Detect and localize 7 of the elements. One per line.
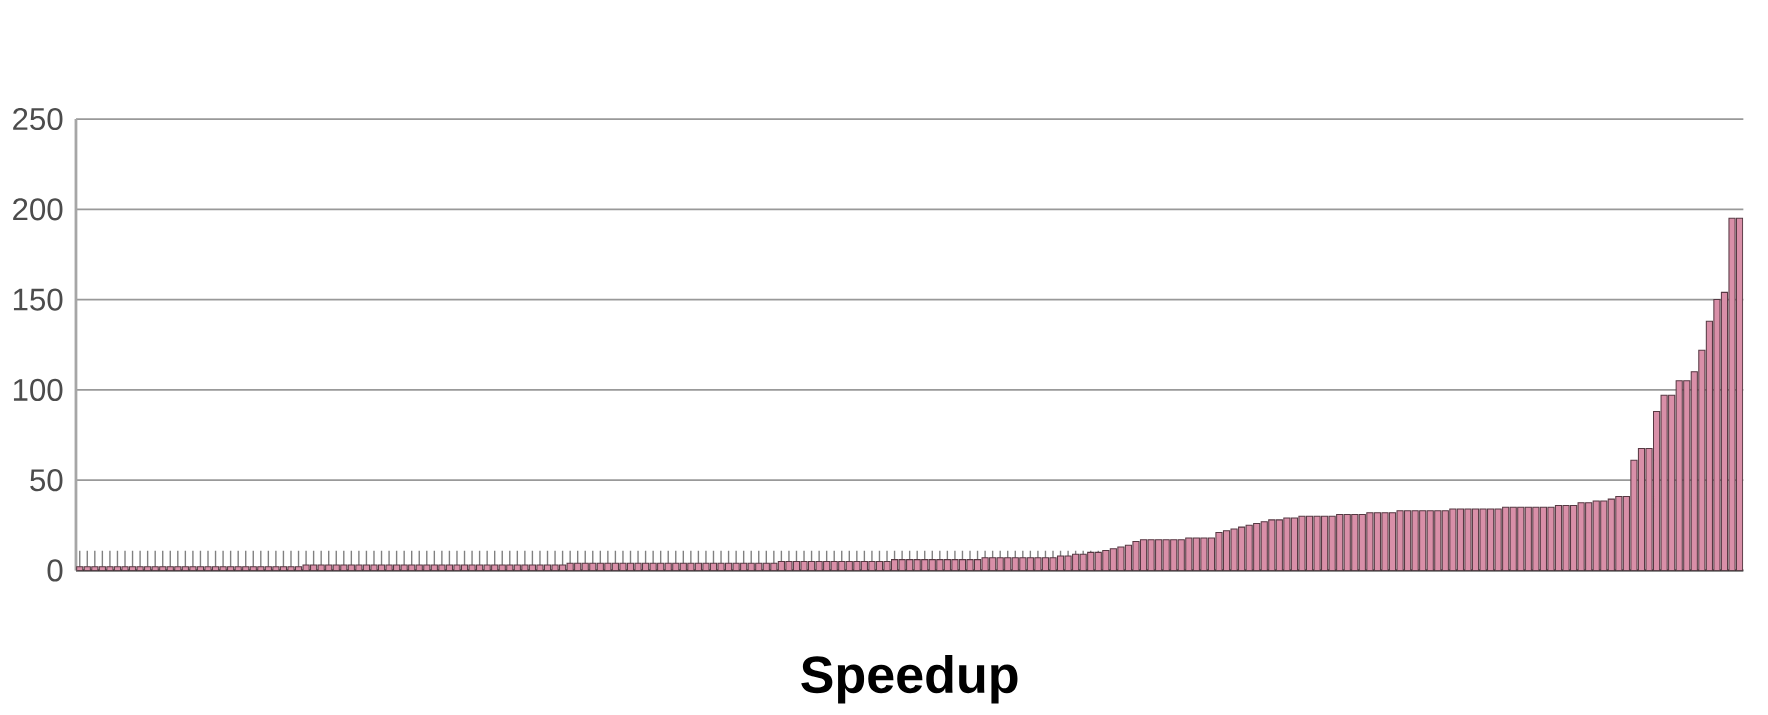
y-tick-label: 100: [13, 378, 63, 401]
y-tick-label: 0: [47, 559, 63, 582]
y-tick-label: 250: [13, 107, 63, 131]
y-tick-label: 200: [13, 198, 63, 221]
x-axis-title: Speedup: [801, 654, 1018, 704]
y-tick-label: 150: [13, 288, 63, 311]
y-tick-label: 50: [30, 469, 63, 492]
